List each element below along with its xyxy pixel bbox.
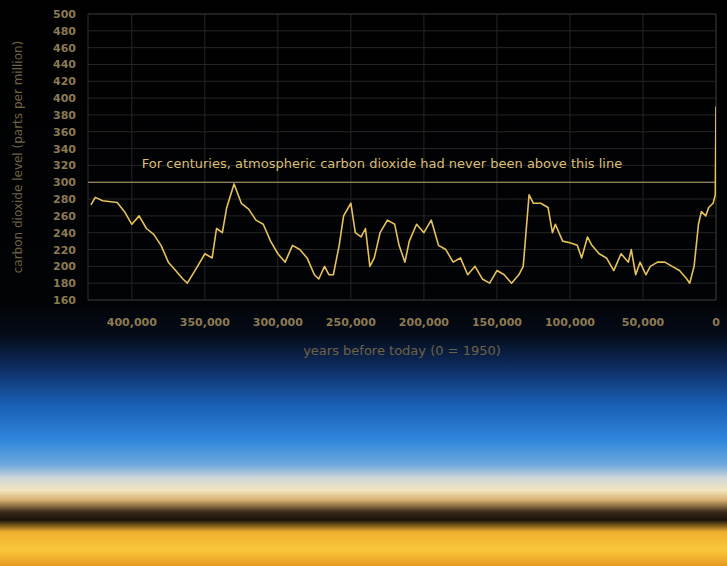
chart: 160 180 200 220 240 260 280 300 320 340 360 380 400 4…	[0, 0, 727, 566]
y-tick-label: 280	[53, 193, 76, 206]
x-axis-title: years before today (0 = 1950)	[303, 343, 501, 358]
x-grid-line	[642, 14, 643, 300]
y-grid-line	[88, 114, 716, 115]
y-tick-label: 160	[53, 294, 76, 307]
x-tick-label: 400,000	[107, 316, 157, 329]
x-tick-label: 150,000	[472, 316, 522, 329]
co2-line	[91, 107, 716, 284]
plot-area	[91, 107, 716, 284]
y-grid-line	[88, 98, 716, 99]
y-grid-line	[88, 30, 716, 31]
y-tick-label: 380	[53, 109, 76, 122]
y-tick-label: 180	[53, 277, 76, 290]
y-tick-label: 360	[53, 126, 76, 139]
x-grid-line	[131, 14, 132, 300]
y-grid-line	[88, 215, 716, 216]
y-grid-line	[88, 81, 716, 82]
y-tick-label: 200	[53, 260, 76, 273]
x-tick-label: 350,000	[180, 316, 230, 329]
y-tick-label: 320	[53, 159, 76, 172]
y-tick-label: 440	[53, 58, 76, 71]
y-tick-label: 460	[53, 42, 76, 55]
y-tick-label: 340	[53, 143, 76, 156]
plot-frame	[88, 14, 716, 300]
x-tick-label: 200,000	[399, 316, 449, 329]
y-grid-line	[88, 148, 716, 149]
y-grid-line	[88, 199, 716, 200]
x-tick-label: 50,000	[622, 316, 665, 329]
y-grid-line	[88, 182, 716, 183]
y-grid-line	[88, 283, 716, 284]
grid	[88, 14, 716, 300]
y-tick-label: 420	[53, 75, 76, 88]
annotation-line	[88, 182, 716, 183]
y-grid-line	[88, 47, 716, 48]
y-grid-line	[88, 249, 716, 250]
tick-labels: 160 180 200 220 240 260 280 300 320 340 360 380 400 4…	[53, 8, 720, 329]
y-tick-label: 220	[53, 244, 76, 257]
y-tick-label: 400	[53, 92, 76, 105]
y-grid-line	[88, 232, 716, 233]
y-tick-label: 240	[53, 227, 76, 240]
y-grid-line	[88, 266, 716, 267]
annotation-text: For centuries, atmospheric carbon dioxid…	[142, 156, 622, 171]
x-tick-label: 250,000	[326, 316, 376, 329]
y-tick-label: 480	[53, 25, 76, 38]
y-tick-label: 500	[53, 8, 76, 21]
y-grid-line	[88, 131, 716, 132]
y-tick-label: 260	[53, 210, 76, 223]
x-tick-label: 100,000	[545, 316, 595, 329]
y-tick-label: 300	[53, 176, 76, 189]
x-tick-label: 300,000	[253, 316, 303, 329]
y-axis-title: carbon dioxide level (parts per million)	[11, 41, 25, 274]
x-tick-label: 0	[712, 316, 720, 329]
y-grid-line	[88, 64, 716, 65]
